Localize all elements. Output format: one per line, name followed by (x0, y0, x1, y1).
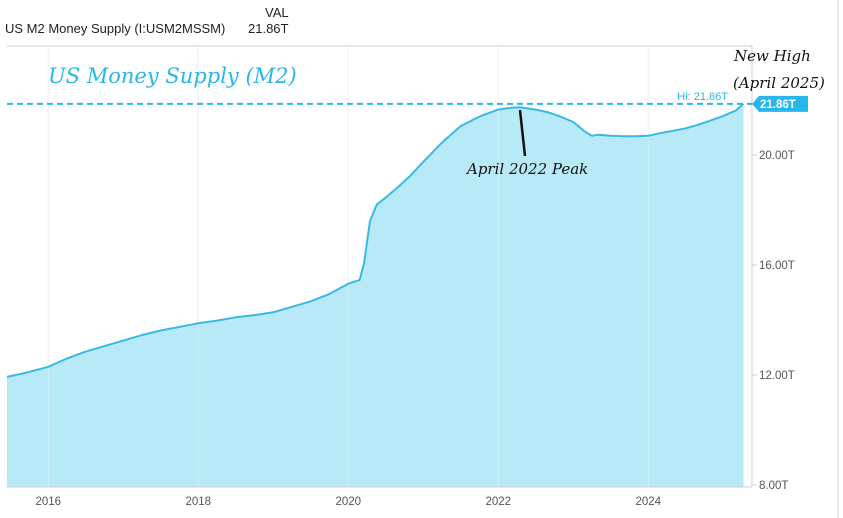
value-column-label: VAL (265, 5, 289, 20)
y-tick-label: 8.00T (759, 480, 788, 492)
x-tick-label: 2018 (185, 496, 211, 508)
y-tick-label: 12.00T (759, 370, 795, 382)
high-label: Hi: 21.86T (677, 91, 728, 103)
chart-title: US Money Supply (M2) (48, 64, 297, 88)
peak-pointer-line (518, 110, 527, 157)
peak-annotation: April 2022 Peak (465, 160, 588, 178)
x-tick-label: 2022 (485, 496, 511, 508)
x-tick-label: 2024 (635, 496, 661, 508)
x-tick-label: 2016 (35, 496, 61, 508)
new-high-date-annotation: (April 2025) (733, 74, 825, 92)
y-tick-label: 16.00T (759, 260, 795, 272)
new-high-annotation: New High (733, 47, 811, 65)
badge-shape (752, 95, 808, 112)
series-name: US M2 Money Supply (I:USM2MSSM) (5, 21, 226, 36)
y-tick-label: 20.00T (759, 150, 795, 162)
current-value: 21.86T (248, 21, 289, 36)
current-value-badge: 21.86T (752, 95, 808, 112)
m2-series-line (6, 103, 745, 378)
x-tick-label: 2020 (335, 496, 361, 508)
m2-area-fill (7, 103, 744, 488)
badge-text: 21.86T (760, 99, 796, 111)
chart-header: VAL US M2 Money Supply (I:USM2MSSM) 21.8… (0, 0, 843, 42)
